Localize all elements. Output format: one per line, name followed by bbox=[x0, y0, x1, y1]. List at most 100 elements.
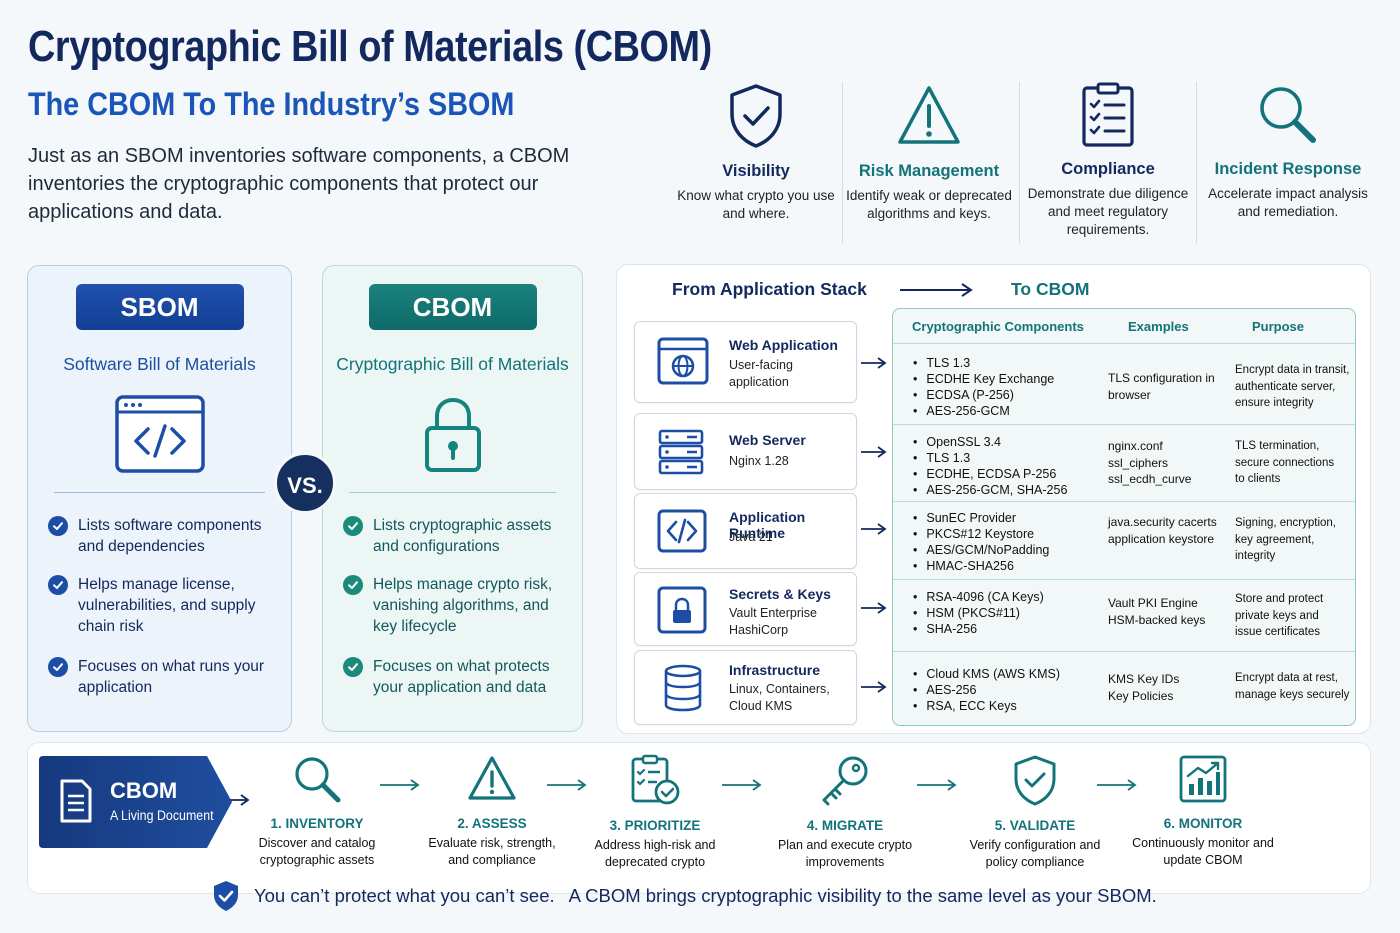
arrow-right-icon bbox=[861, 602, 887, 614]
code-brackets-icon bbox=[657, 509, 707, 553]
benefit-desc: Know what crypto you use and where. bbox=[677, 188, 835, 221]
examples-cell: KMS Key IDs Key Policies bbox=[1108, 672, 1180, 703]
footer-text-1: You can’t protect what you can’t see. bbox=[254, 885, 555, 906]
stack-desc: User-facing application bbox=[729, 358, 793, 389]
step-title: 4. MIGRATE bbox=[806, 818, 884, 833]
components-list: RSA-4096 (CA Keys) HSM (PKCS#11) SHA-256 bbox=[913, 589, 1043, 637]
benefit-risk-management: Risk Management Identify weak or depreca… bbox=[841, 82, 1017, 223]
check-icon bbox=[343, 516, 363, 536]
step-desc: Continuously monitor and update CBOM bbox=[1132, 836, 1274, 867]
cbom-bullet: Lists cryptographic assets and configura… bbox=[343, 515, 568, 557]
browser-globe-icon bbox=[657, 337, 709, 385]
stack-web-server: Web Server Nginx 1.28 bbox=[634, 413, 857, 490]
living-title: CBOM bbox=[110, 778, 178, 803]
stack-secrets-keys: Secrets & Keys Vault Enterprise HashiCor… bbox=[634, 572, 857, 646]
examples-cell: java.security cacerts application keysto… bbox=[1108, 515, 1217, 546]
key-icon bbox=[822, 756, 868, 806]
benefit-title: Incident Response bbox=[1214, 160, 1362, 178]
step-migrate: 4. MIGRATE Plan and execute crypto impro… bbox=[770, 754, 920, 870]
shield-check-icon bbox=[1014, 755, 1056, 806]
arrow-right-icon bbox=[917, 779, 957, 791]
arrow-right-icon bbox=[861, 681, 887, 693]
sbom-label: SBOM bbox=[75, 284, 244, 330]
purpose-cell: Encrypt data in transit, authenticate se… bbox=[1235, 364, 1350, 409]
benefit-desc: Identify weak or deprecated algorithms a… bbox=[846, 188, 1012, 221]
step-desc: Verify configuration and policy complian… bbox=[969, 838, 1101, 869]
table-row: RSA-4096 (CA Keys) HSM (PKCS#11) SHA-256… bbox=[893, 579, 1355, 651]
components-list: TLS 1.3 ECDHE Key Exchange ECDSA (P-256)… bbox=[913, 355, 1054, 419]
card-divider bbox=[349, 492, 556, 493]
arrow-right-icon bbox=[900, 283, 973, 297]
cbom-bullet: Helps manage crypto risk, vanishing algo… bbox=[343, 574, 568, 637]
arrow-right-icon bbox=[722, 779, 762, 791]
padlock-icon bbox=[424, 397, 481, 472]
step-prioritize: 3. PRIORITIZE Address high-risk and depr… bbox=[580, 754, 730, 870]
stack-application-runtime: Application Runtime Java 21 bbox=[634, 493, 857, 569]
benefit-incident-response: Incident Response Accelerate impact anal… bbox=[1200, 82, 1376, 221]
table-row: TLS 1.3 ECDHE Key Exchange ECDSA (P-256)… bbox=[893, 343, 1355, 423]
step-title: 2. ASSESS bbox=[457, 816, 527, 831]
footer-text-2: A CBOM brings cryptographic visibility t… bbox=[568, 885, 1157, 906]
step-title: 6. MONITOR bbox=[1163, 816, 1243, 831]
magnifier-icon bbox=[1260, 87, 1316, 143]
intro-text: Just as an SBOM inventories software com… bbox=[28, 145, 570, 223]
components-list: Cloud KMS (AWS KMS) AES-256 RSA, ECC Key… bbox=[913, 666, 1060, 714]
living-document-banner: CBOM A Living Document bbox=[39, 756, 234, 848]
cbom-subtitle: Cryptographic Bill of Materials bbox=[336, 354, 569, 374]
step-title: 5. VALIDATE bbox=[994, 818, 1076, 833]
card-divider bbox=[54, 492, 265, 493]
table-row: SunEC Provider PKCS#12 Keystore AES/GCM/… bbox=[893, 501, 1355, 579]
step-title: 3. PRIORITIZE bbox=[609, 818, 701, 833]
table-row: Cloud KMS (AWS KMS) AES-256 RSA, ECC Key… bbox=[893, 651, 1355, 725]
divider bbox=[842, 82, 843, 244]
stack-desc: Linux, Containers, Cloud KMS bbox=[729, 682, 830, 713]
sbom-card: SBOM Software Bill of Materials Lists so… bbox=[27, 265, 292, 732]
column-header: Purpose bbox=[1252, 319, 1305, 334]
step-monitor: 6. MONITOR Continuously monitor and upda… bbox=[1128, 754, 1278, 868]
cbom-label: CBOM bbox=[368, 284, 537, 330]
stack-web-application: Web Application User-facing application bbox=[634, 321, 857, 403]
divider bbox=[1196, 82, 1197, 244]
arrow-right-icon bbox=[861, 523, 887, 535]
sbom-subtitle: Software Bill of Materials bbox=[63, 354, 256, 374]
shield-check-icon bbox=[730, 84, 782, 148]
arrow-right-icon bbox=[230, 794, 250, 806]
examples-cell: TLS configuration in browser bbox=[1108, 371, 1215, 402]
step-desc: Discover and catalog cryptographic asset… bbox=[258, 836, 376, 867]
arrow-right-icon bbox=[1097, 779, 1137, 791]
cbom-card: CBOM Cryptographic Bill of Materials Lis… bbox=[322, 265, 583, 732]
cbom-bullet: Focuses on what protects your applicatio… bbox=[343, 656, 568, 698]
vault-lock-icon bbox=[657, 586, 707, 634]
bar-chart-icon bbox=[1179, 755, 1227, 803]
components-list: OpenSSL 3.4 TLS 1.3 ECDHE, ECDSA P-256 A… bbox=[913, 434, 1067, 498]
step-desc: Evaluate risk, strength, and compliance bbox=[428, 836, 556, 867]
document-icon bbox=[60, 779, 92, 823]
benefit-title: Compliance bbox=[1061, 160, 1155, 178]
server-rack-icon bbox=[658, 429, 704, 475]
check-icon bbox=[48, 575, 68, 595]
purpose-cell: Signing, encryption, key agreement, inte… bbox=[1235, 517, 1337, 562]
examples-cell: nginx.conf ssl_ciphers ssl_ecdh_curve bbox=[1108, 439, 1192, 486]
column-header: Examples bbox=[1128, 319, 1189, 334]
stack-name: Web Application bbox=[729, 337, 838, 353]
footer-tagline: You can’t protect what you can’t see. A … bbox=[212, 880, 1157, 912]
code-window-icon bbox=[114, 395, 205, 473]
benefit-desc: Demonstrate due diligence and meet regul… bbox=[1027, 186, 1189, 237]
check-icon bbox=[343, 575, 363, 595]
sbom-bullet: Focuses on what runs your application bbox=[48, 656, 277, 698]
step-desc: Plan and execute crypto improvements bbox=[777, 838, 913, 869]
purpose-cell: Encrypt data at rest, manage keys secure… bbox=[1235, 672, 1350, 701]
shield-check-icon bbox=[214, 881, 238, 911]
stack-desc: Nginx 1.28 bbox=[729, 454, 789, 468]
step-title: 1. INVENTORY bbox=[270, 816, 364, 831]
vs-badge: VS. bbox=[274, 452, 336, 514]
examples-cell: Vault PKI Engine HSM-backed keys bbox=[1108, 596, 1206, 627]
stack-infrastructure: Infrastructure Linux, Containers, Cloud … bbox=[634, 650, 857, 725]
stack-desc: Vault Enterprise HashiCorp bbox=[729, 606, 818, 637]
alert-triangle-icon bbox=[468, 756, 516, 800]
step-desc: Address high-risk and deprecated crypto bbox=[594, 838, 716, 869]
check-icon bbox=[48, 516, 68, 536]
benefit-visibility: Visibility Know what crypto you use and … bbox=[668, 82, 844, 223]
check-icon bbox=[48, 657, 68, 677]
lifecycle-panel bbox=[27, 742, 1371, 894]
